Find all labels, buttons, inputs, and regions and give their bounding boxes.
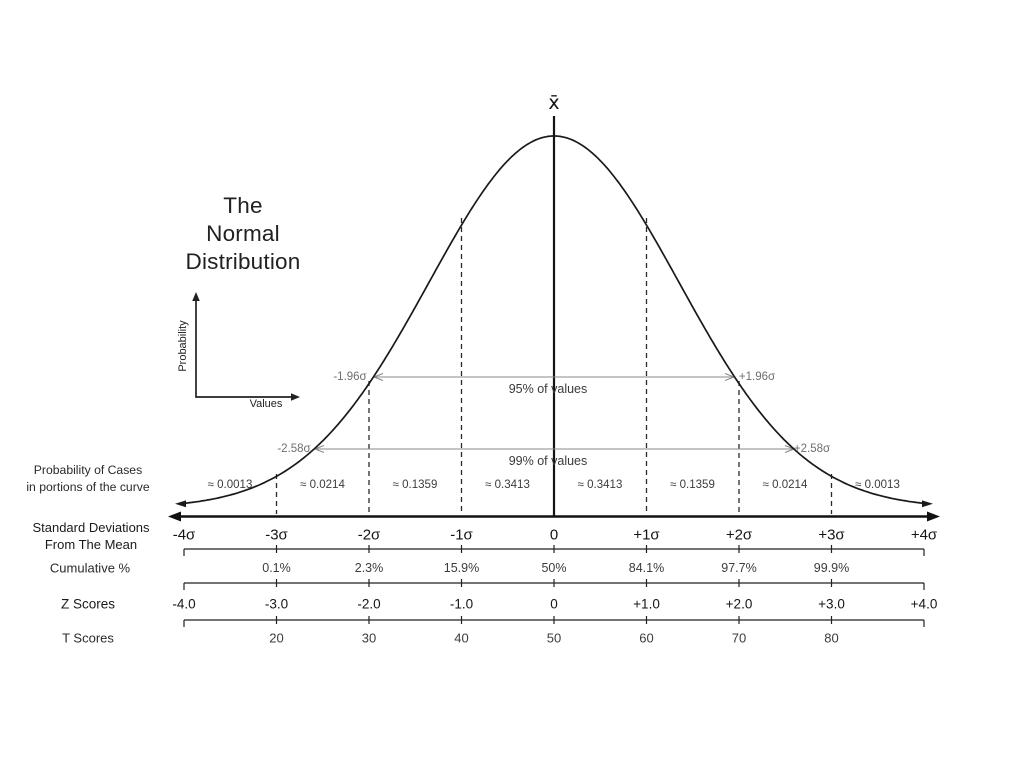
sigma-tick-label: +1σ [633,526,660,544]
sigma-tick-label: +2σ [725,526,753,544]
cumulative-value: 97.7% [721,561,757,575]
probability-value: ≈ 0.1359 [670,479,715,491]
ci99-right-label: +2.58σ [793,443,831,455]
sigma-tick-label: -4σ [172,526,196,544]
title-line: The [223,193,263,218]
title-line: Distribution [185,249,301,274]
probability-value: ≈ 0.1359 [392,479,438,491]
z-score-value: -4.0 [172,596,196,612]
values-axis-label: Values [249,398,283,410]
z-scores-label: Z Scores [60,596,116,612]
cumulative-axis [183,545,925,556]
t-scores-label: T Scores [62,630,114,646]
cumulative-value: 15.9% [443,561,480,575]
z-score-axis [183,579,925,590]
probability-value: ≈ 0.3413 [577,479,623,491]
probability-value: ≈ 0.0013 [855,479,900,491]
ci95-right-label: +1.96σ [738,371,776,383]
z-score-value: -1.0 [449,596,474,612]
standard-deviations-line1: Standard Deviations [32,520,150,535]
bell-curve [183,135,925,505]
cumulative-value: 99.9% [813,561,850,575]
right-arrow-icon [291,393,300,401]
mean-symbol: x̄ [548,92,560,114]
page-title: The Normal Distribution [186,192,301,276]
probability-value: ≈ 0.0013 [207,479,253,491]
probability-value: ≈ 0.0214 [300,479,345,491]
t-score-axis [183,616,925,627]
standard-deviations-line2: From The Mean [44,537,138,552]
t-score-value: 20 [269,630,284,646]
t-score-value: 70 [731,630,747,646]
sigma-tick-label: -3σ [265,526,288,544]
probability-values-axis [192,292,300,401]
standard-deviations-label: Standard Deviations From The Mean [32,519,149,553]
z-score-value: 0 [550,596,558,612]
up-arrow-icon [192,292,200,301]
curve-left-arrow-icon [175,500,186,508]
sigma-tick-label: +3σ [818,526,845,544]
z-score-value: -2.0 [357,596,381,612]
sigma-tick-label: -1σ [450,526,473,544]
ci95-center-label: 95% of values [508,382,588,396]
cumulative-value: 50% [541,561,567,575]
sigma-tick-label: 0 [549,526,559,544]
t-score-value: 50 [546,630,562,646]
t-score-value: 40 [454,630,469,646]
probability-value: ≈ 0.3413 [485,479,530,491]
probability-axis-label: Probability [177,320,189,372]
probability-value: ≈ 0.0214 [762,479,808,491]
cumulative-value: 0.1% [262,561,291,575]
probability-of-cases-line2: in portions of the curve [26,480,150,494]
z-score-value: +4.0 [910,596,938,612]
ci99-center-label: 99% of values [508,454,588,468]
probability-of-cases-line1: Probability of Cases [33,463,143,477]
sigma-tick-label: -2σ [357,526,381,544]
sigma-tick-label: +4σ [910,526,938,544]
t-score-value: 60 [639,630,654,646]
t-score-value: 30 [361,630,377,646]
title-line: Normal [206,221,280,246]
probability-of-cases-label: Probability of Cases in portions of the … [26,462,149,496]
ci99-left-label: -2.58σ [277,443,311,455]
z-score-value: +1.0 [633,596,660,612]
cumulative-value: 2.3% [354,561,384,575]
z-score-value: +3.0 [818,596,845,612]
ci95-left-label: -1.96σ [333,371,367,383]
sigma-guide-lines [275,218,833,514]
sigma-axis [168,511,940,522]
t-score-value: 80 [824,630,839,646]
curve-right-arrow-icon [922,500,933,508]
z-score-value: +2.0 [725,596,753,612]
z-score-value: -3.0 [264,596,289,612]
cumulative-percent-label: Cumulative % [49,560,131,576]
cumulative-value: 84.1% [628,561,665,575]
